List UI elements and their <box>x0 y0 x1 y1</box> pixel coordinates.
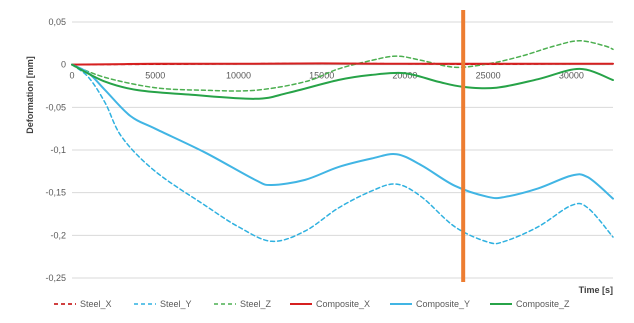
legend-label: Steel_X <box>80 299 112 309</box>
legend-label: Composite_Y <box>416 299 470 309</box>
legend-item: Steel_X <box>54 299 112 309</box>
x-tick-label: 5000 <box>145 71 165 81</box>
legend-item: Steel_Z <box>214 299 272 309</box>
series-line-composite-x <box>71 62 614 66</box>
y-tick-labels: 0,05 0 -0,05 -0,1 -0,15 -0,2 -0,25 <box>45 17 66 283</box>
x-axis-title: Time [s] <box>579 285 613 295</box>
legend-item: Composite_Y <box>390 299 470 309</box>
x-tick-label: 10000 <box>226 71 251 81</box>
y-axis-title: Deformation [mm] <box>25 56 35 134</box>
x-tick-label: 20000 <box>392 71 417 81</box>
legend-label: Composite_Z <box>516 299 570 309</box>
y-tick-label: 0 <box>61 60 66 70</box>
y-tick-label: -0,15 <box>45 188 66 198</box>
y-tick-label: -0,05 <box>45 102 66 112</box>
series-line-steel-z <box>71 40 614 92</box>
legend-label: Steel_Y <box>160 299 192 309</box>
series-line-composite-y <box>71 63 614 200</box>
x-tick-label: 30000 <box>559 71 584 81</box>
x-tick-label: 25000 <box>476 71 501 81</box>
x-tick-label: 0 <box>69 71 74 81</box>
y-tick-label: -0,25 <box>45 273 66 283</box>
series-lines <box>71 40 614 245</box>
legend-item: Composite_Z <box>490 299 570 309</box>
y-tick-label: 0,05 <box>48 17 66 27</box>
legend-label: Composite_X <box>316 299 370 309</box>
legend-item: Steel_Y <box>134 299 192 309</box>
legend-item: Composite_X <box>290 299 370 309</box>
y-tick-label: -0,1 <box>50 145 66 155</box>
y-tick-label: -0,2 <box>50 230 66 240</box>
series-line-steel-y <box>71 63 614 245</box>
series-line-composite-z <box>71 63 614 100</box>
legend: Steel_X Steel_Y Steel_Z Composite_X Composit… <box>54 299 570 309</box>
legend-label: Steel_Z <box>240 299 272 309</box>
